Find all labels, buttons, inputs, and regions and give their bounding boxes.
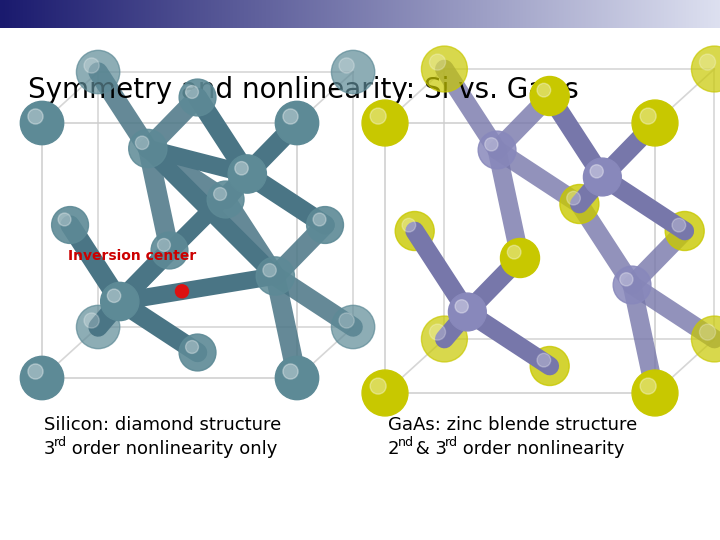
Circle shape [421, 46, 467, 92]
Circle shape [158, 239, 171, 252]
Circle shape [672, 218, 685, 232]
Circle shape [207, 181, 244, 218]
Circle shape [84, 313, 99, 328]
Circle shape [28, 109, 43, 124]
Circle shape [430, 54, 446, 70]
Circle shape [362, 100, 408, 146]
Circle shape [256, 257, 294, 295]
Circle shape [508, 245, 521, 259]
Circle shape [52, 207, 89, 244]
Text: 3: 3 [44, 440, 55, 458]
Circle shape [101, 282, 139, 321]
Text: rd: rd [54, 436, 67, 449]
Circle shape [530, 347, 570, 386]
Circle shape [283, 364, 298, 379]
Circle shape [129, 130, 167, 167]
Circle shape [370, 108, 386, 124]
Circle shape [263, 264, 276, 277]
Text: rd: rd [445, 436, 458, 449]
Circle shape [632, 370, 678, 416]
Circle shape [176, 285, 189, 298]
Circle shape [135, 136, 149, 150]
Circle shape [613, 266, 651, 304]
Circle shape [84, 58, 99, 73]
Circle shape [339, 313, 354, 328]
Text: order nonlinearity only: order nonlinearity only [66, 440, 277, 458]
Circle shape [500, 239, 539, 278]
Circle shape [421, 316, 467, 362]
Circle shape [583, 158, 621, 196]
Circle shape [485, 138, 498, 151]
Circle shape [228, 155, 266, 193]
Circle shape [632, 100, 678, 146]
Circle shape [275, 356, 319, 400]
Circle shape [307, 207, 343, 244]
Circle shape [560, 185, 599, 224]
Circle shape [455, 300, 468, 313]
Circle shape [395, 212, 434, 251]
Text: Inversion center: Inversion center [68, 248, 196, 262]
Circle shape [691, 46, 720, 92]
Circle shape [76, 50, 120, 93]
Circle shape [76, 305, 120, 349]
Circle shape [370, 378, 386, 394]
Text: & 3: & 3 [410, 440, 447, 458]
Circle shape [530, 77, 570, 116]
Text: GaAs: zinc blende structure: GaAs: zinc blende structure [388, 416, 637, 434]
Circle shape [402, 218, 415, 232]
Circle shape [331, 50, 375, 93]
Circle shape [331, 305, 375, 349]
Text: Silicon: diamond structure: Silicon: diamond structure [44, 416, 282, 434]
Circle shape [20, 356, 63, 400]
Circle shape [449, 293, 486, 331]
Circle shape [283, 109, 298, 124]
Circle shape [58, 213, 71, 226]
Circle shape [275, 102, 319, 145]
Circle shape [179, 334, 216, 371]
Circle shape [640, 378, 656, 394]
Circle shape [214, 187, 227, 200]
Circle shape [107, 289, 121, 302]
Circle shape [700, 54, 716, 70]
Circle shape [537, 353, 551, 367]
Circle shape [700, 324, 716, 340]
Circle shape [20, 102, 63, 145]
Circle shape [28, 364, 43, 379]
Circle shape [179, 79, 216, 116]
Text: 2: 2 [388, 440, 400, 458]
Circle shape [665, 212, 704, 251]
Circle shape [313, 213, 326, 226]
Circle shape [691, 316, 720, 362]
Circle shape [339, 58, 354, 73]
Circle shape [478, 131, 516, 169]
Text: nd: nd [398, 436, 414, 449]
Circle shape [620, 273, 633, 286]
Circle shape [430, 324, 446, 340]
Circle shape [235, 161, 248, 175]
Circle shape [567, 191, 580, 205]
Circle shape [186, 341, 199, 353]
Circle shape [186, 85, 199, 98]
Text: Symmetry and nonlinearity: Si vs. GaAs: Symmetry and nonlinearity: Si vs. GaAs [28, 76, 579, 104]
Circle shape [151, 232, 188, 269]
Circle shape [537, 83, 551, 97]
Circle shape [362, 370, 408, 416]
Text: order nonlinearity: order nonlinearity [457, 440, 624, 458]
Circle shape [640, 108, 656, 124]
Circle shape [590, 165, 603, 178]
